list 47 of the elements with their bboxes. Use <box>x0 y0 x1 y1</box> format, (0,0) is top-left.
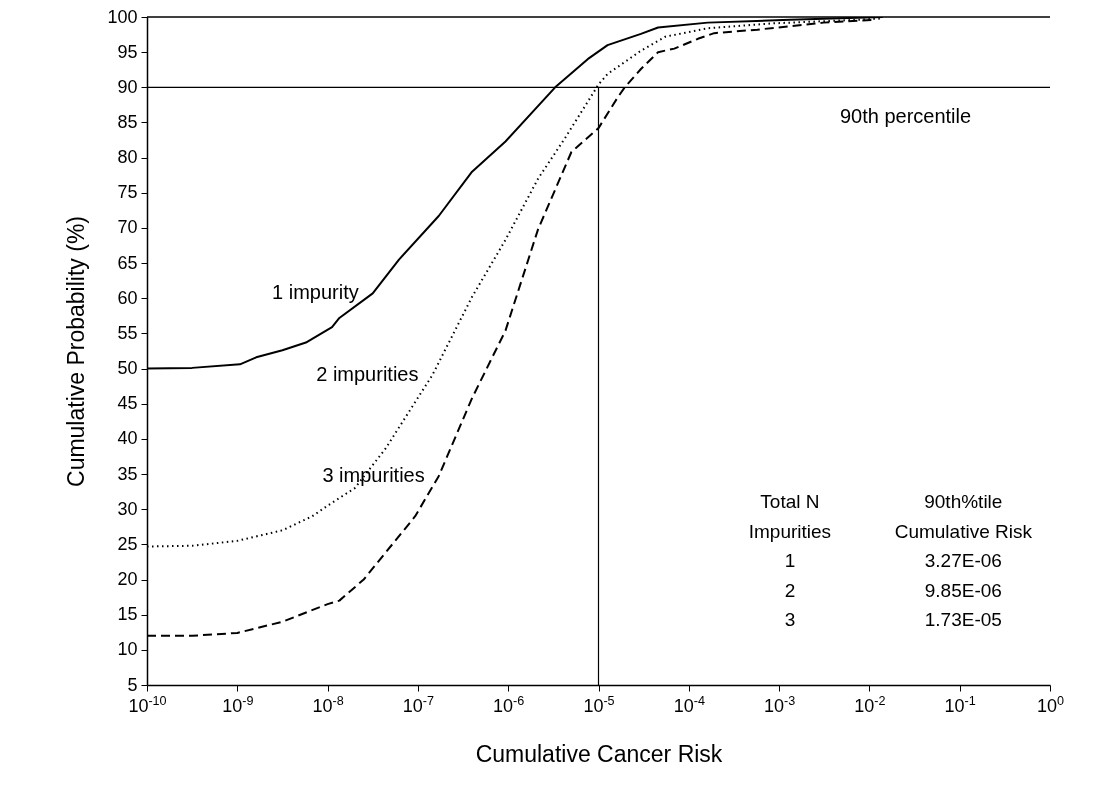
x-tick-label: 10$^{-2}$ <box>854 693 886 716</box>
y-tick-label: 65 <box>117 252 138 273</box>
annotation: 3 <box>784 609 796 630</box>
annotation: 1.73E-05 <box>924 609 1002 630</box>
ref-line-label: 90th percentile <box>839 105 972 128</box>
annotation: 1 <box>784 550 796 571</box>
y-axis-title: Cumulative Probability (%) <box>63 216 90 487</box>
x-tick-label: 10$^{-9}$ <box>222 693 254 716</box>
y-tick-label: 35 <box>117 463 138 484</box>
annotation: 3.27E-06 <box>924 550 1002 571</box>
annotation: Impurities <box>748 520 832 542</box>
y-tick-label: 5 <box>127 674 138 695</box>
annotation: Cumulative Risk <box>894 520 1033 542</box>
x-tick-label: 10$^{-10}$ <box>128 693 167 716</box>
y-tick-label: 75 <box>117 182 138 203</box>
x-tick-label: 10$^{0}$ <box>1036 693 1065 716</box>
y-tick-label: 25 <box>117 533 138 554</box>
y-tick-label: 30 <box>117 498 138 519</box>
annotation: Total N <box>760 491 820 512</box>
annotation: 2 <box>784 579 796 601</box>
series-label: 2 impurities <box>316 362 419 385</box>
y-tick-label: 15 <box>117 604 138 625</box>
y-tick-label: 70 <box>117 217 138 238</box>
y-tick-label: 85 <box>117 111 138 132</box>
x-tick-label: 10$^{-3}$ <box>763 693 796 716</box>
series-label: 3 impurities <box>322 464 425 487</box>
y-tick-label: 50 <box>117 358 138 379</box>
x-tick-label: 10$^{-8}$ <box>312 693 344 716</box>
x-tick-label: 10$^{-5}$ <box>583 693 615 716</box>
y-tick-label: 20 <box>117 569 138 590</box>
y-tick-label: 45 <box>117 393 138 414</box>
x-tick-label: 10$^{-7}$ <box>402 693 435 716</box>
x-tick-label: 10$^{-4}$ <box>673 693 705 716</box>
y-tick-label: 40 <box>117 428 138 449</box>
x-axis-title: Cumulative Cancer Risk <box>475 740 723 767</box>
y-tick-label: 95 <box>117 41 138 62</box>
annotation: 9.85E-06 <box>924 579 1002 601</box>
series-label: 1 impurity <box>272 281 359 304</box>
x-tick-label: 10$^{-1}$ <box>944 693 976 716</box>
annotation: 90th%tile <box>924 491 1003 512</box>
y-tick-label: 100 <box>107 6 138 27</box>
y-tick-label: 10 <box>117 639 138 660</box>
y-tick-label: 90 <box>117 76 138 97</box>
y-tick-label: 60 <box>117 287 138 308</box>
y-tick-label: 80 <box>117 147 138 168</box>
x-tick-label: 10$^{-6}$ <box>493 693 525 716</box>
y-tick-label: 55 <box>117 322 138 343</box>
